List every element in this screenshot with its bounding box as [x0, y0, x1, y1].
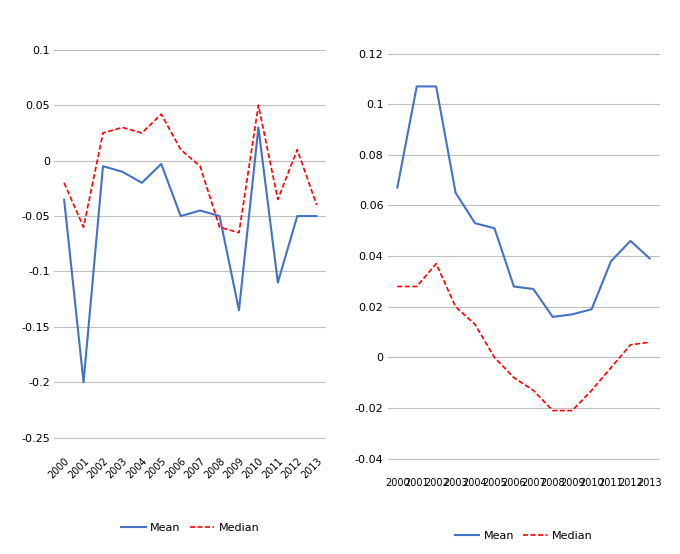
- Legend: Mean, Median: Mean, Median: [450, 526, 597, 545]
- Legend: Mean, Median: Mean, Median: [117, 519, 264, 538]
